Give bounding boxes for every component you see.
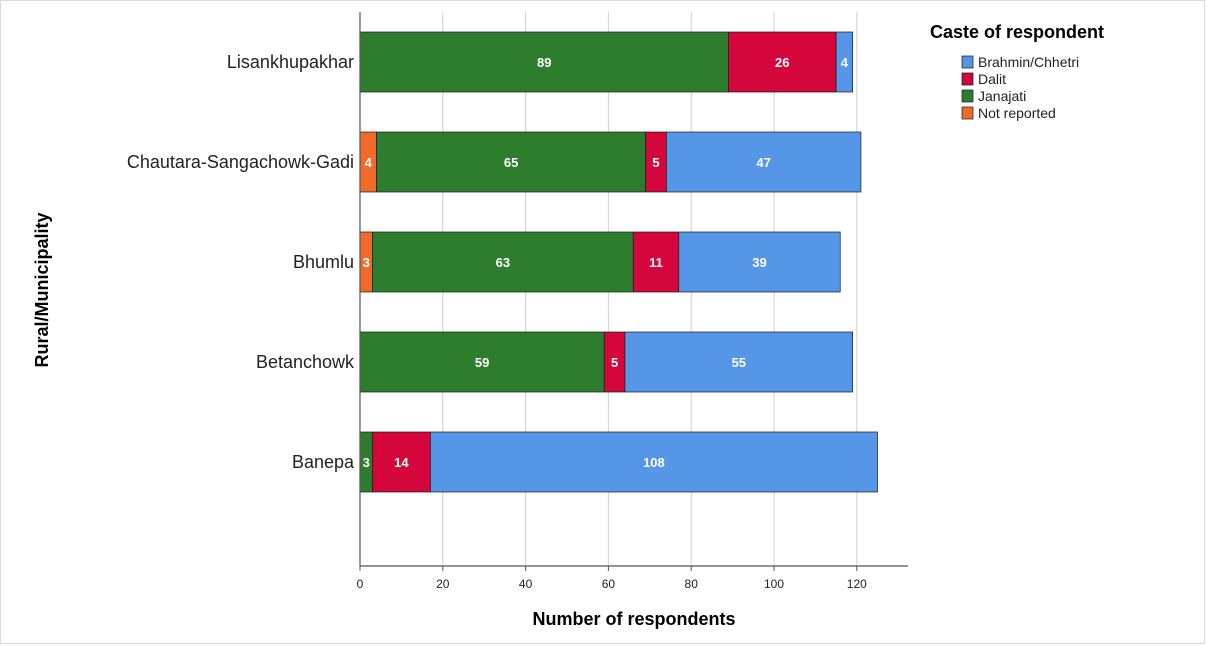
bar-chautara-sangachowk-gadi-janajati xyxy=(376,131,647,193)
bar-bhumlu-brahmin-chhetri xyxy=(678,231,841,293)
x-tick-label-100: 100 xyxy=(764,577,784,591)
bar-value-betanchowk-janajati: 59 xyxy=(475,355,489,370)
x-tick-label-120: 120 xyxy=(847,577,867,591)
bar-chautara-sangachowk-gadi-brahmin-chhetri xyxy=(666,131,862,193)
bar-value-chautara-sangachowk-gadi-janajati: 65 xyxy=(504,155,518,170)
x-axis-title: Number of respondents xyxy=(532,609,735,629)
bar-banepa-dalit xyxy=(372,431,431,493)
bar-value-chautara-sangachowk-gadi-brahmin-chhetri: 47 xyxy=(756,155,770,170)
category-label-bhumlu: Bhumlu xyxy=(293,252,354,272)
x-tick-label-60: 60 xyxy=(602,577,616,591)
legend-label-brahmin-chhetri: Brahmin/Chhetri xyxy=(978,54,1079,70)
bar-lisankhupakhar-dalit xyxy=(728,31,837,93)
category-label-banepa: Banepa xyxy=(292,452,355,472)
bar-value-bhumlu-not-reported: 3 xyxy=(363,255,370,270)
bar-value-betanchowk-dalit: 5 xyxy=(611,355,618,370)
legend-swatch-not-reported xyxy=(961,106,974,120)
legend-title: Caste of respondent xyxy=(930,22,1104,42)
bar-lisankhupakhar-brahmin-chhetri xyxy=(835,31,854,93)
bar-value-bhumlu-dalit: 11 xyxy=(649,255,663,270)
bar-value-bhumlu-janajati: 63 xyxy=(496,255,510,270)
bar-lisankhupakhar-janajati xyxy=(359,31,729,93)
bar-bhumlu-janajati xyxy=(372,231,634,293)
bar-value-chautara-sangachowk-gadi-not-reported: 4 xyxy=(365,155,373,170)
x-tick-label-0: 0 xyxy=(357,577,364,591)
bar-value-betanchowk-brahmin-chhetri: 55 xyxy=(732,355,746,370)
bar-banepa-brahmin-chhetri xyxy=(430,431,878,493)
bar-value-lisankhupakhar-dalit: 26 xyxy=(775,55,789,70)
x-tick-label-40: 40 xyxy=(519,577,533,591)
x-tick-label-80: 80 xyxy=(685,577,699,591)
x-tick-label-20: 20 xyxy=(436,577,450,591)
legend-label-dalit: Dalit xyxy=(978,71,1006,87)
category-label-chautara-sangachowk-gadi: Chautara-Sangachowk-Gadi xyxy=(127,152,354,172)
bar-betanchowk-brahmin-chhetri xyxy=(624,331,854,393)
bar-value-lisankhupakhar-brahmin-chhetri: 4 xyxy=(841,55,849,70)
legend-label-janajati: Janajati xyxy=(978,88,1026,104)
category-label-lisankhupakhar: Lisankhupakhar xyxy=(227,52,354,72)
bar-value-lisankhupakhar-janajati: 89 xyxy=(537,55,551,70)
bar-betanchowk-janajati xyxy=(359,331,605,393)
legend-swatch-brahmin-chhetri xyxy=(961,55,974,69)
bar-value-bhumlu-brahmin-chhetri: 39 xyxy=(752,255,766,270)
legend-swatch-janajati xyxy=(961,89,974,103)
category-label-betanchowk: Betanchowk xyxy=(256,352,355,372)
bar-bhumlu-dalit xyxy=(632,231,680,293)
legend-label-not-reported: Not reported xyxy=(978,105,1056,121)
y-axis-title: Rural/Municipality xyxy=(32,212,52,367)
bar-value-banepa-janajati: 3 xyxy=(363,455,370,470)
bar-value-chautara-sangachowk-gadi-dalit: 5 xyxy=(652,155,659,170)
bar-value-banepa-brahmin-chhetri: 108 xyxy=(643,455,665,470)
bar-value-banepa-dalit: 14 xyxy=(394,455,409,470)
legend-swatch-dalit xyxy=(961,72,974,86)
